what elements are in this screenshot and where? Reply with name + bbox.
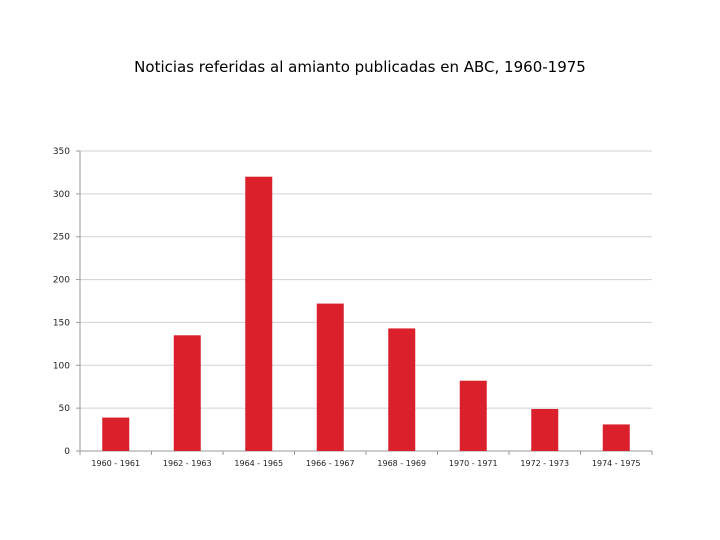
bar [173, 335, 201, 451]
y-tick-label: 50 [59, 404, 71, 414]
y-tick-label: 350 [53, 147, 70, 157]
x-tick-label: 1960 - 1961 [91, 459, 140, 468]
bar [316, 303, 344, 451]
bar [531, 409, 559, 451]
x-tick-label: 1974 - 1975 [592, 459, 641, 468]
bar [602, 424, 630, 451]
bar [388, 328, 416, 451]
x-tick-label: 1962 - 1963 [163, 459, 212, 468]
bar [245, 176, 273, 451]
x-tick-label: 1972 - 1973 [520, 459, 569, 468]
y-tick-label: 200 [53, 276, 70, 286]
x-tick-label: 1966 - 1967 [306, 459, 355, 468]
x-tick-label: 1968 - 1969 [377, 459, 426, 468]
x-tick-label: 1970 - 1971 [449, 459, 498, 468]
chart-title: Noticias referidas al amianto publicadas… [134, 58, 586, 76]
y-tick-label: 150 [53, 318, 70, 328]
y-tick-label: 0 [64, 447, 70, 457]
bar [459, 380, 487, 451]
bar [102, 417, 130, 451]
y-tick-label: 100 [53, 361, 70, 371]
y-tick-label: 250 [53, 233, 70, 243]
x-tick-label: 1964 - 1965 [234, 459, 283, 468]
y-tick-label: 300 [53, 190, 70, 200]
